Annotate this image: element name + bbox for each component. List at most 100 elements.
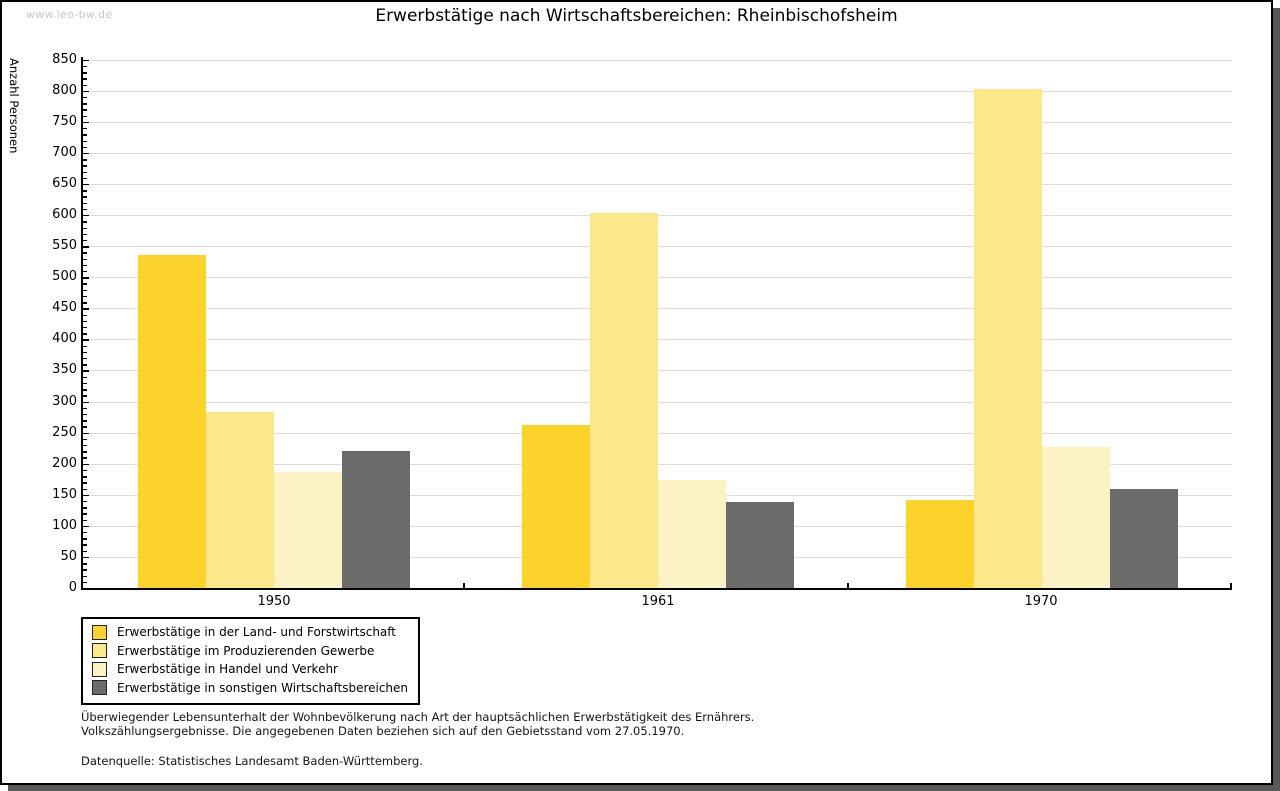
- y-minor-tick: [83, 376, 87, 379]
- y-minor-tick: [83, 177, 87, 180]
- legend: Erwerbstätige in der Land- und Forstwirt…: [81, 617, 421, 705]
- bar: [138, 255, 206, 588]
- y-minor-tick: [83, 271, 87, 273]
- y-minor-tick: [83, 146, 87, 149]
- watermark: www.leo-bw.de: [26, 8, 113, 21]
- y-tick-label: 400: [52, 331, 77, 347]
- x-category-label: 1970: [1024, 594, 1058, 609]
- y-minor-tick: [83, 358, 87, 360]
- y-minor-tick: [83, 382, 87, 385]
- y-minor-tick: [83, 264, 87, 267]
- y-minor-tick: [83, 97, 87, 99]
- y-tick: [83, 463, 89, 466]
- y-minor-tick: [83, 351, 87, 354]
- legend-item: Erwerbstätige in der Land- und Forstwirt…: [90, 623, 408, 642]
- y-tick-label: 700: [52, 144, 77, 160]
- bar: [590, 212, 658, 588]
- y-minor-tick: [83, 345, 87, 347]
- y-minor-tick: [83, 252, 87, 254]
- y-minor-tick: [83, 320, 87, 323]
- y-tick: [83, 246, 89, 248]
- y-minor-tick: [83, 128, 87, 130]
- y-tick: [83, 152, 89, 155]
- y-minor-tick: [83, 550, 87, 553]
- y-minor-tick: [83, 544, 87, 546]
- y-minor-tick: [83, 208, 87, 211]
- plot-area: 0 50 100 150 200 250 300 350 400 450 500 550 600 650 7…: [52, 52, 1232, 609]
- y-tick-label: 850: [52, 51, 77, 67]
- y-minor-tick: [83, 109, 87, 111]
- y-minor-tick: [83, 233, 87, 236]
- x-category-label: 1961: [641, 594, 675, 609]
- legend-item-label: Erwerbstätige in Handel und Verkehr: [117, 662, 338, 677]
- bar: [342, 451, 410, 588]
- y-tick-label: 500: [52, 269, 77, 285]
- legend-swatch-icon: [92, 624, 107, 640]
- y-minor-tick: [83, 202, 87, 205]
- y-minor-tick: [83, 326, 87, 329]
- y-tick-label: 0: [68, 580, 77, 595]
- y-minor-tick: [83, 134, 87, 136]
- x-axis-line: [81, 588, 1232, 590]
- x-tick: [1230, 583, 1232, 588]
- y-minor-tick: [83, 413, 87, 416]
- y-tick: [83, 215, 89, 217]
- y-minor-tick: [83, 500, 87, 503]
- legend-item: Erwerbstätige in sonstigen Wirtschaftsbe…: [90, 679, 408, 698]
- y-tick-label: 550: [52, 238, 77, 254]
- gridline: [83, 121, 1232, 123]
- y-minor-tick: [83, 476, 87, 478]
- y-tick-label: 800: [52, 82, 77, 98]
- y-minor-tick: [83, 302, 87, 304]
- y-minor-tick: [83, 115, 87, 118]
- y-tick-label: 750: [52, 113, 77, 129]
- y-minor-tick: [83, 581, 87, 584]
- y-tick-label: 100: [52, 517, 77, 533]
- x-tick: [847, 583, 849, 588]
- y-minor-tick: [83, 196, 87, 198]
- y-minor-tick: [83, 84, 87, 86]
- y-tick-label: 600: [52, 207, 77, 223]
- y-minor-tick: [83, 575, 87, 577]
- y-minor-tick: [83, 569, 87, 571]
- legend-item-label: Erwerbstätige in der Land- und Forstwirt…: [117, 625, 396, 640]
- y-tick-label: 300: [52, 393, 77, 409]
- y-minor-tick: [83, 103, 87, 105]
- y-tick-label: 200: [52, 455, 77, 471]
- y-axis-line: [81, 57, 83, 590]
- y-tick: [83, 525, 89, 528]
- legend-swatch-icon: [92, 643, 107, 659]
- y-minor-tick: [83, 395, 87, 397]
- y-tick: [83, 308, 89, 310]
- y-minor-tick: [83, 445, 87, 447]
- y-minor-tick: [83, 283, 87, 285]
- legend-item: Erwerbstätige im Produzierenden Gewerbe: [90, 642, 408, 661]
- gridline: [83, 152, 1232, 154]
- y-minor-tick: [83, 295, 87, 298]
- bar: [974, 88, 1042, 588]
- y-minor-tick: [83, 364, 87, 366]
- y-minor-tick: [83, 563, 87, 565]
- y-minor-tick: [83, 451, 87, 453]
- y-tick: [83, 370, 89, 372]
- y-tick: [83, 401, 89, 403]
- y-tick: [83, 121, 89, 124]
- gridline: [83, 90, 1232, 92]
- y-minor-tick: [83, 239, 87, 242]
- legend-item-label: Erwerbstätige im Produzierenden Gewerbe: [117, 643, 375, 658]
- y-minor-tick: [83, 438, 87, 441]
- x-category-label: 1950: [257, 594, 291, 609]
- y-tick: [83, 277, 89, 279]
- y-tick: [83, 59, 89, 62]
- x-tick: [463, 583, 465, 588]
- y-tick: [83, 339, 89, 341]
- footnote-line-1: Überwiegender Lebensunterhalt der Wohnbe…: [81, 710, 755, 724]
- y-minor-tick: [83, 457, 87, 459]
- y-minor-tick: [83, 407, 87, 410]
- y-minor-tick: [83, 314, 87, 316]
- y-minor-tick: [83, 159, 87, 161]
- bar: [658, 479, 726, 588]
- gridline: [83, 184, 1232, 186]
- y-minor-tick: [83, 140, 87, 142]
